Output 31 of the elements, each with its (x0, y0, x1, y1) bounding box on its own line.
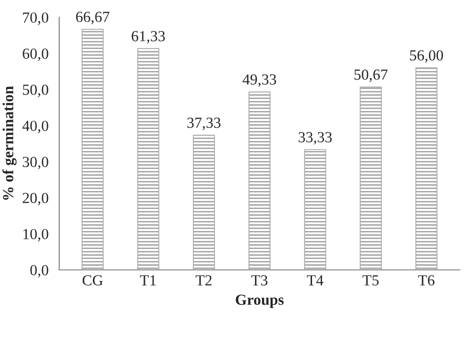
data-label: 66,67 (76, 12, 110, 24)
bar (360, 86, 382, 270)
y-axis-title: % of germination (2, 86, 17, 200)
y-tick-label: 20,0 (22, 192, 48, 206)
data-label: 49,33 (242, 74, 276, 87)
data-label: 50,67 (354, 69, 388, 82)
x-tick-label: T1 (140, 275, 156, 286)
x-tick-label: CG (82, 275, 103, 286)
x-tick-label: T4 (306, 275, 324, 286)
bar (248, 91, 271, 270)
bar (415, 67, 438, 270)
bar (82, 28, 104, 270)
x-axis-title: Groups (236, 294, 284, 308)
x-tick-label: T6 (418, 275, 434, 286)
x-tick-label: T2 (196, 275, 212, 286)
y-tick-label: 10,0 (23, 228, 48, 242)
x-tick-label: T3 (251, 275, 268, 286)
bar (137, 48, 160, 270)
y-tick-label: 70,0 (23, 12, 48, 25)
data-label: 37,33 (187, 118, 220, 130)
data-label: 33,33 (298, 132, 332, 145)
y-tick-label: 50,0 (22, 84, 48, 98)
y-tick-label: 60,0 (22, 48, 48, 62)
y-tick-label: 30,0 (22, 156, 48, 170)
x-tick-label: T5 (362, 275, 379, 286)
bar (304, 149, 326, 270)
data-label: 61,33 (132, 31, 165, 44)
y-tick-label: 40,0 (22, 120, 48, 134)
data-label: 56,00 (410, 50, 444, 63)
y-tick-label: 0,0 (30, 265, 48, 278)
bar (192, 134, 215, 270)
